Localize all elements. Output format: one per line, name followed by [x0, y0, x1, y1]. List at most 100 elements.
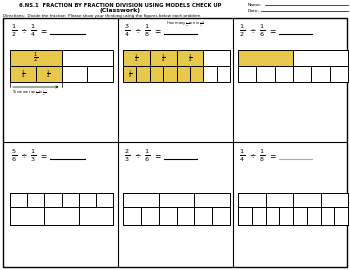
Bar [159, 207, 176, 225]
Bar [123, 207, 141, 225]
Bar [150, 66, 163, 82]
Bar [44, 193, 62, 207]
Bar [10, 207, 44, 225]
Text: How many $\frac{1}{8}$ are in $\frac{3}{4}$?: How many $\frac{1}{8}$ are in $\frac{3}{… [166, 19, 205, 29]
Bar [217, 66, 230, 82]
Bar [87, 66, 113, 82]
Bar [27, 193, 44, 207]
Text: $=$: $=$ [153, 151, 162, 160]
Bar [10, 50, 62, 66]
Bar [238, 207, 348, 225]
Bar [252, 207, 266, 225]
Text: $\frac{1}{2}$: $\frac{1}{2}$ [33, 51, 38, 65]
Bar [10, 207, 113, 225]
Bar [293, 66, 312, 82]
Bar [279, 207, 293, 225]
Bar [312, 66, 330, 82]
Bar [123, 66, 136, 82]
Bar [163, 66, 176, 82]
Text: $\frac{1}{8}$: $\frac{1}{8}$ [144, 23, 150, 39]
Bar [159, 193, 194, 207]
Bar [123, 193, 159, 207]
Bar [10, 193, 113, 207]
Text: $\div$: $\div$ [134, 26, 142, 35]
Bar [330, 66, 348, 82]
Bar [96, 193, 113, 207]
Bar [203, 66, 217, 82]
Bar [212, 207, 230, 225]
Text: $\frac{1}{6}$: $\frac{1}{6}$ [259, 23, 265, 39]
Text: 6.NS.1  FRACTION BY FRACTION DIVISION USING MODELS CHECK UP: 6.NS.1 FRACTION BY FRACTION DIVISION USI… [19, 3, 221, 8]
Bar [123, 193, 230, 207]
Text: $\frac{1}{4}$: $\frac{1}{4}$ [21, 68, 25, 80]
Bar [62, 66, 87, 82]
Text: $\frac{2}{3}$: $\frac{2}{3}$ [124, 148, 130, 164]
Text: $=$: $=$ [40, 26, 49, 35]
Bar [256, 66, 275, 82]
Text: $\frac{1}{6}$: $\frac{1}{6}$ [144, 148, 150, 164]
Bar [293, 193, 321, 207]
Bar [321, 207, 334, 225]
Text: $\frac{1}{3}$: $\frac{1}{3}$ [30, 148, 36, 164]
Text: $\frac{1}{4}$: $\frac{1}{4}$ [134, 52, 139, 64]
Text: $\frac{1}{8}$: $\frac{1}{8}$ [259, 148, 265, 164]
Bar [123, 207, 230, 225]
Bar [266, 207, 279, 225]
Text: $=$: $=$ [40, 151, 49, 160]
Bar [176, 207, 194, 225]
Text: $\div$: $\div$ [249, 26, 257, 35]
Text: $\frac{1}{4}$: $\frac{1}{4}$ [239, 148, 245, 164]
Bar [238, 193, 348, 207]
Text: $\frac{3}{4}$: $\frac{3}{4}$ [124, 23, 130, 39]
Text: $\frac{1}{4}$: $\frac{1}{4}$ [188, 52, 192, 64]
Bar [136, 66, 150, 82]
Bar [238, 66, 256, 82]
Bar [10, 66, 36, 82]
Text: Directions:  Divide the fraction  Please show your thinking using the figures be: Directions: Divide the fraction Please s… [3, 14, 201, 18]
Text: $\frac{1}{8}$: $\frac{1}{8}$ [128, 68, 132, 80]
Text: $=$: $=$ [268, 26, 278, 35]
Bar [190, 66, 203, 82]
Bar [36, 66, 62, 82]
Bar [334, 207, 348, 225]
Text: $\frac{1}{4}$: $\frac{1}{4}$ [30, 23, 36, 39]
Bar [203, 50, 230, 66]
Text: $\div$: $\div$ [20, 26, 28, 35]
Bar [44, 207, 79, 225]
Text: Date:: Date: [248, 9, 260, 13]
Bar [141, 207, 159, 225]
Bar [293, 50, 348, 66]
Bar [275, 66, 293, 82]
Bar [293, 207, 307, 225]
Text: $\frac{1}{2}$: $\frac{1}{2}$ [239, 23, 245, 39]
Text: There are two $\frac{1}{2}$ in $\frac{1}{2}$.: There are two $\frac{1}{2}$ in $\frac{1}… [12, 89, 47, 98]
Text: $\frac{1}{4}$: $\frac{1}{4}$ [161, 52, 165, 64]
Bar [194, 193, 230, 207]
Text: $\frac{1}{4}$: $\frac{1}{4}$ [46, 68, 51, 80]
Bar [176, 50, 203, 66]
Bar [10, 193, 27, 207]
Text: $\div$: $\div$ [20, 151, 28, 160]
Text: $\frac{1}{2}$: $\frac{1}{2}$ [11, 23, 17, 39]
Bar [79, 207, 113, 225]
Text: Name:: Name: [248, 3, 262, 7]
Bar [238, 207, 252, 225]
Text: (Classwork): (Classwork) [99, 8, 140, 13]
Bar [307, 207, 321, 225]
Text: $\div$: $\div$ [249, 151, 257, 160]
Bar [238, 50, 293, 66]
Bar [321, 193, 348, 207]
Bar [62, 50, 113, 66]
Bar [123, 50, 150, 66]
Bar [266, 193, 293, 207]
Text: $=$: $=$ [153, 26, 162, 35]
Bar [238, 193, 266, 207]
Bar [150, 50, 176, 66]
Text: $\frac{5}{6}$: $\frac{5}{6}$ [11, 148, 17, 164]
Bar [176, 66, 190, 82]
Bar [62, 193, 79, 207]
Text: $\div$: $\div$ [134, 151, 142, 160]
Text: $=$: $=$ [268, 151, 278, 160]
Bar [194, 207, 212, 225]
Bar [79, 193, 96, 207]
